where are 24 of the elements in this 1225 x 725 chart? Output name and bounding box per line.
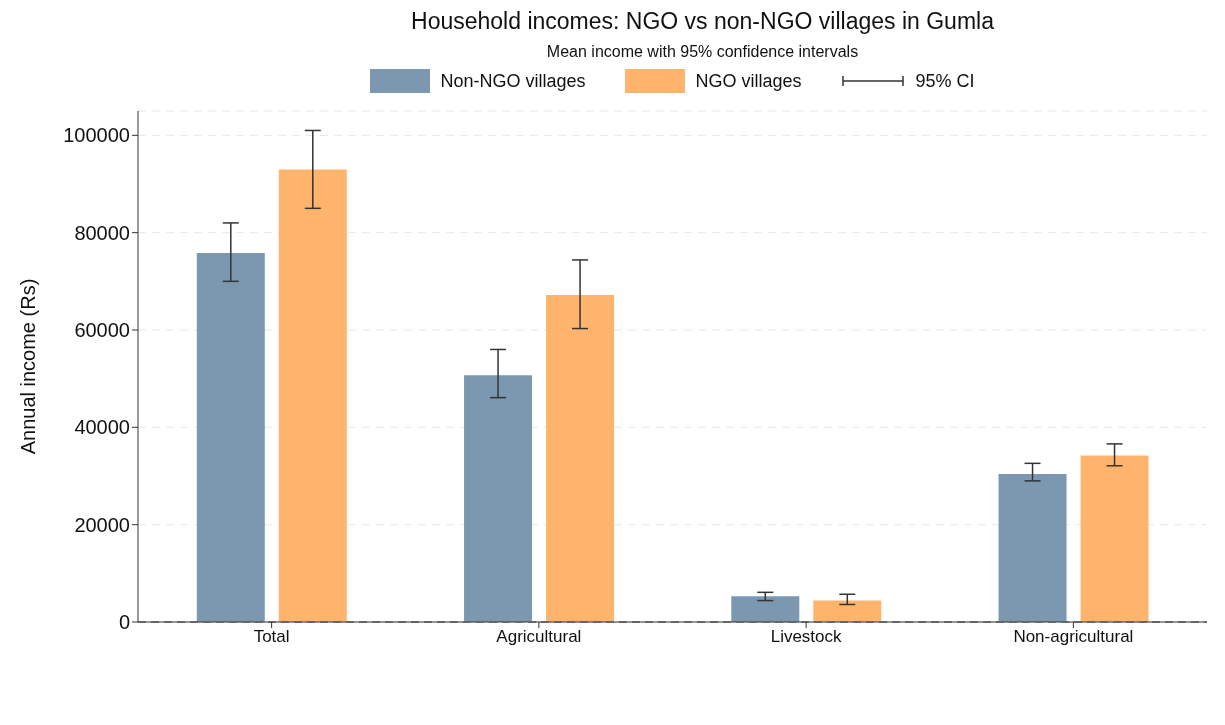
y-tick-label: 20000 bbox=[74, 513, 130, 536]
bar bbox=[813, 600, 882, 622]
x-tick-label: Non-agricultural bbox=[1013, 627, 1134, 647]
y-tick-label: 100000 bbox=[63, 124, 130, 147]
bar bbox=[196, 253, 265, 622]
legend-label: Non-NGO villages bbox=[440, 70, 586, 92]
bar bbox=[1080, 455, 1149, 622]
text: 95% CI bbox=[915, 70, 975, 92]
legend-label: NGO villages bbox=[695, 70, 802, 92]
x-tick-label: Agricultural bbox=[496, 627, 582, 647]
x-tick-label: Total bbox=[253, 627, 290, 647]
bar bbox=[731, 596, 800, 622]
x-tick-label: Livestock bbox=[770, 627, 843, 647]
bar bbox=[278, 169, 347, 622]
y-axis-title: Annual income (Rs) bbox=[17, 278, 40, 455]
y-tick-label: 80000 bbox=[74, 221, 130, 244]
bar bbox=[546, 294, 615, 622]
chart-title: Household incomes: NGO vs non-NGO villages in Gumla bbox=[410, 8, 995, 35]
y-tick-label: 0 bbox=[118, 611, 130, 634]
bar bbox=[464, 375, 533, 622]
chart-subtitle: Mean income with 95% confidence intervals bbox=[545, 43, 860, 61]
bar bbox=[998, 474, 1067, 622]
y-tick-label: 60000 bbox=[74, 319, 130, 342]
y-tick-label: 40000 bbox=[74, 416, 130, 439]
